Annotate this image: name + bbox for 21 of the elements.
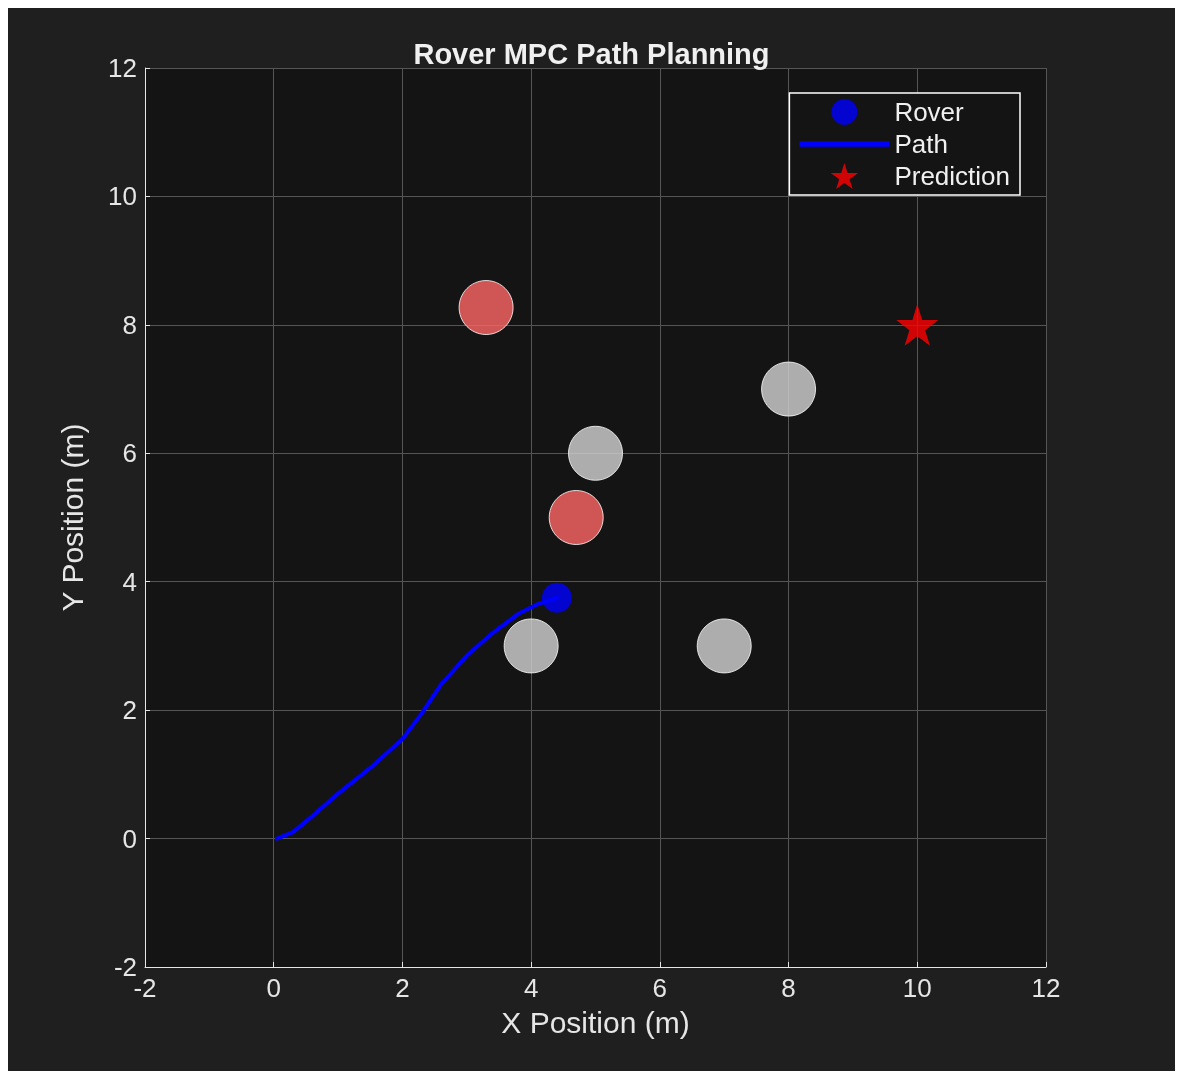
x-tick-label: 0 xyxy=(266,973,281,1003)
y-tick-label: 6 xyxy=(122,438,137,469)
y-tick-label: -2 xyxy=(113,952,137,982)
y-tick-label: 12 xyxy=(108,53,137,83)
y-tick-label: 4 xyxy=(122,566,137,597)
legend-label: Path xyxy=(894,129,948,159)
x-tick-label: 6 xyxy=(652,973,668,1003)
y-tick-label: 0 xyxy=(122,823,137,854)
y-tick-label: 2 xyxy=(122,695,137,726)
y-tick-label: 8 xyxy=(122,309,137,340)
legend-label: Rover xyxy=(894,97,965,127)
legend-label: Prediction xyxy=(894,161,1011,191)
y-tick-label: 10 xyxy=(108,181,137,212)
chart-title: Rover MPC Path Planning xyxy=(413,37,770,70)
x-axis-title: X Position (m) xyxy=(501,1005,690,1039)
y-axis-title: Y Position (m) xyxy=(55,423,89,612)
x-tick-label: 10 xyxy=(902,973,932,1003)
x-tick-label: 4 xyxy=(523,973,539,1003)
x-tick-label: 2 xyxy=(395,973,410,1003)
x-tick-label: 8 xyxy=(781,973,796,1003)
x-tick-label: 12 xyxy=(1031,973,1061,1003)
